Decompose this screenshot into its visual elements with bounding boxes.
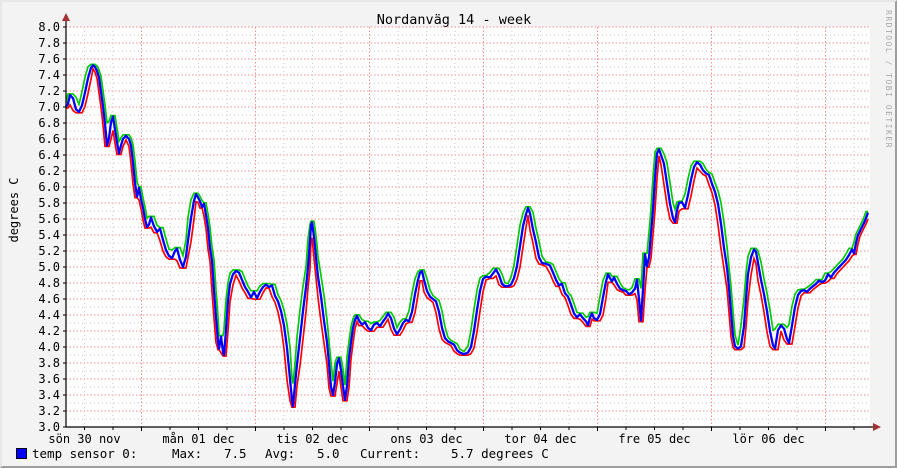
y-tick-label: 7.2	[38, 84, 60, 98]
y-tick-label: 4.6	[38, 292, 60, 306]
y-tick-label: 3.4	[38, 388, 60, 402]
y-tick-label: 3.0	[38, 420, 60, 434]
y-tick-label: 6.8	[38, 116, 60, 130]
x-tick-label: ons 03 dec	[390, 432, 463, 446]
y-tick-label: 6.0	[38, 180, 60, 194]
x-tick-label: tor 04 dec	[504, 432, 577, 446]
y-tick-label: 5.0	[38, 260, 60, 274]
x-tick-label: fre 05 dec	[618, 432, 691, 446]
y-tick-label: 7.8	[38, 36, 60, 50]
y-tick-label: 5.8	[38, 196, 60, 210]
series-min-line	[66, 66, 869, 409]
y-tick-label: 4.4	[38, 308, 60, 322]
x-axis-arrow-icon	[873, 423, 881, 431]
y-tick-label: 4.8	[38, 276, 60, 290]
y-axis-arrow-icon	[62, 13, 70, 21]
chart-title: Nordanväg 14 - week	[376, 12, 532, 28]
y-tick-label: 7.4	[38, 68, 60, 82]
legend-series-label: temp sensor 0:	[32, 446, 138, 461]
legend-swatch	[16, 448, 27, 459]
x-tick-label: tis 02 dec	[276, 432, 349, 446]
y-tick-label: 5.4	[38, 228, 60, 242]
x-tick-label: mån 01 dec	[162, 432, 235, 446]
legend-avg-label: Avg:	[265, 446, 296, 461]
y-tick-label: 4.2	[38, 324, 60, 338]
legend-max-value: 7.5	[224, 446, 247, 461]
y-tick-label: 8.0	[38, 20, 60, 34]
x-tick-label: sön 30 nov	[48, 432, 121, 446]
legend-max-label: Max:	[172, 446, 203, 461]
y-tick-label: 3.8	[38, 356, 60, 370]
rrdtool-watermark: RRDTOOL / TOBI OETIKER	[884, 10, 893, 149]
y-tick-label: 3.6	[38, 372, 60, 386]
legend-current-label: Current:	[360, 446, 421, 461]
y-tick-label: 5.2	[38, 244, 60, 258]
y-tick-label: 6.2	[38, 164, 60, 178]
y-tick-label: 3.2	[38, 404, 60, 418]
y-tick-label: 7.6	[38, 52, 60, 66]
y-tick-label: 5.6	[38, 212, 60, 226]
legend-current-value: 5.7 degrees C	[451, 446, 549, 461]
series-avg-line	[65, 64, 870, 408]
x-tick-label: lör 06 dec	[732, 432, 805, 446]
y-tick-label: 4.0	[38, 340, 60, 354]
y-tick-label: 7.0	[38, 100, 60, 114]
plot-area	[66, 27, 870, 427]
y-tick-label: 6.4	[38, 148, 60, 162]
legend-avg-value: 5.0	[317, 446, 340, 461]
series-max-line	[65, 63, 868, 386]
y-tick-label: 6.6	[38, 132, 60, 146]
